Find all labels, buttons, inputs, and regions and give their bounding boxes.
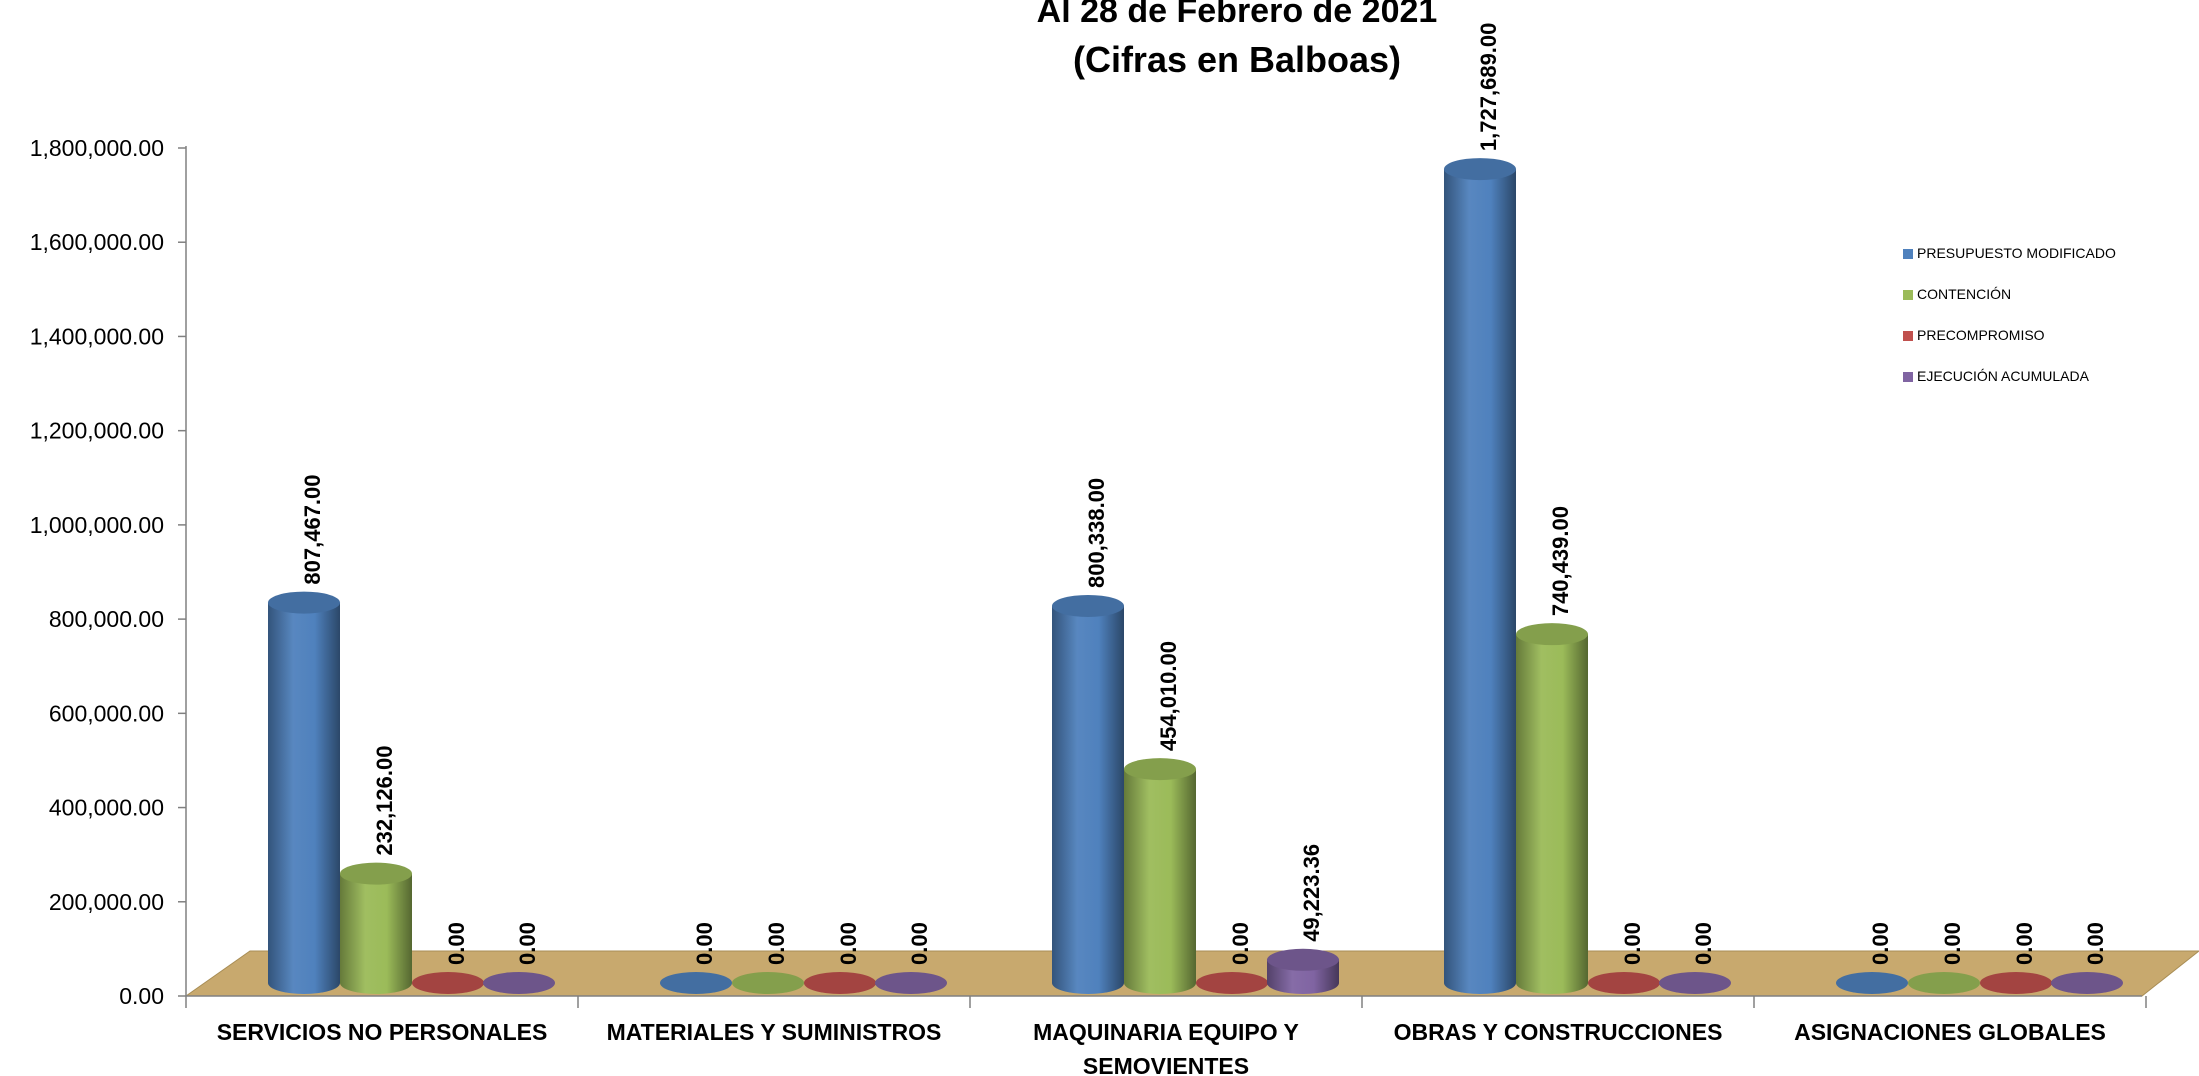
bar-cap: [2051, 972, 2123, 994]
y-tick-label: 0.00: [119, 983, 164, 1009]
bar-body: [1052, 605, 1124, 994]
legend-label: PRECOMPROMISO: [1917, 327, 2045, 343]
legend-swatch: [1903, 290, 1913, 300]
bar-2-2: [1196, 972, 1268, 994]
x-category-label: MATERIALES Y SUMINISTROS: [607, 1019, 942, 1045]
data-label: 0.00: [1228, 922, 1253, 965]
bar-cap: [1196, 972, 1268, 994]
data-label: 232,126.00: [372, 746, 397, 856]
bar-cap: [660, 972, 732, 994]
bar-0-1: [660, 972, 732, 994]
bar-body: [1124, 769, 1196, 994]
data-label: 0.00: [1620, 922, 1645, 965]
data-label: 1,727,689.00: [1476, 23, 1501, 151]
bar-series: [268, 158, 2123, 994]
data-label: 0.00: [836, 922, 861, 965]
data-label: 0.00: [444, 922, 469, 965]
bar-cap: [1516, 623, 1588, 646]
y-tick-label: 1,600,000.00: [30, 229, 164, 255]
bar-body: [268, 602, 340, 994]
y-tick-label: 600,000.00: [49, 700, 164, 726]
y-tick-label: 1,200,000.00: [30, 418, 164, 444]
bar-0-3: [1444, 158, 1516, 994]
data-label: 49,223.36: [1299, 844, 1324, 942]
y-tick-label: 400,000.00: [49, 795, 164, 821]
legend-swatch: [1903, 331, 1913, 341]
bar-3-3: [1659, 972, 1731, 994]
bar-cap: [1908, 972, 1980, 994]
y-tick-label: 1,800,000.00: [30, 135, 164, 161]
bar-2-0: [412, 972, 484, 994]
data-label: 0.00: [2012, 922, 2037, 965]
bar-1-1: [732, 972, 804, 994]
legend-swatch: [1903, 372, 1913, 382]
bar-cap: [1052, 594, 1124, 617]
bar-cap: [1444, 158, 1516, 181]
bar-2-3: [1588, 972, 1660, 994]
legend-swatch: [1903, 249, 1913, 259]
data-label: 0.00: [1691, 922, 1716, 965]
bar-3-0: [483, 972, 555, 994]
bar-cap: [483, 972, 555, 994]
chart-title-line-2: (Cifras en Balboas): [1073, 39, 1401, 80]
bar-cap: [1980, 972, 2052, 994]
bar-0-2: [1052, 594, 1124, 994]
y-tick-label: 1,000,000.00: [30, 512, 164, 538]
x-category-label: SERVICIOS NO PERSONALES: [217, 1019, 548, 1045]
y-tick-label: 1,400,000.00: [30, 323, 164, 349]
y-tick-label: 800,000.00: [49, 606, 164, 632]
legend-label: PRESUPUESTO MODIFICADO: [1917, 245, 2116, 261]
bar-cap: [875, 972, 947, 994]
bar-cap: [732, 972, 804, 994]
data-label: 0.00: [2083, 922, 2108, 965]
bar-cap: [412, 972, 484, 994]
bar-cap: [1124, 758, 1196, 781]
legend-label: CONTENCIÓN: [1917, 286, 2011, 302]
x-axis-categories: SERVICIOS NO PERSONALES MATERIALES Y SUMI…: [217, 1019, 2106, 1076]
data-label: 0.00: [1868, 922, 1893, 965]
x-category-label: OBRAS Y CONSTRUCCIONES: [1394, 1019, 1723, 1045]
x-category-label: MAQUINARIA EQUIPO Y: [1033, 1019, 1299, 1045]
data-label: 0.00: [1940, 922, 1965, 965]
bar-0-0: [268, 591, 340, 994]
bar-2-4: [1980, 972, 2052, 994]
chart-title-line-1: Al 28 de Febrero de 2021: [1037, 0, 1438, 30]
bar-2-1: [804, 972, 876, 994]
y-axis: 0.00 200,000.00 400,000.00 600,000.00 800,00…: [30, 135, 2147, 1009]
bar-3-2: [1267, 948, 1339, 994]
data-label: 0.00: [764, 922, 789, 965]
bar-cap: [268, 591, 340, 614]
bar-cap: [804, 972, 876, 994]
data-label: 807,467.00: [300, 474, 325, 584]
data-labels: 807,467.00 232,126.00 0.00 0.00 0.00 0.00 0.00…: [300, 23, 2108, 965]
bar-cap: [1836, 972, 1908, 994]
bar-1-3: [1516, 623, 1588, 994]
bar-1-2: [1124, 758, 1196, 994]
bar-body: [1444, 169, 1516, 994]
bar-0-4: [1836, 972, 1908, 994]
legend-label: EJECUCIÓN ACUMULADA: [1917, 368, 2090, 384]
bar-body: [340, 873, 412, 994]
legend: PRESUPUESTO MODIFICADO CONTENCIÓN PRECOMPR…: [1903, 245, 2116, 384]
bar-cap: [1659, 972, 1731, 994]
data-label: 0.00: [692, 922, 717, 965]
bar-1-4: [1908, 972, 1980, 994]
data-label: 0.00: [515, 922, 540, 965]
x-category-label: ASIGNACIONES GLOBALES: [1794, 1019, 2106, 1045]
bar-cap: [1267, 948, 1339, 971]
data-label: 740,439.00: [1548, 506, 1573, 616]
bar-cap: [1588, 972, 1660, 994]
data-label: 454,010.00: [1156, 641, 1181, 751]
bar-cap: [340, 862, 412, 885]
data-label: 0.00: [907, 922, 932, 965]
data-label: 800,338.00: [1084, 478, 1109, 588]
bar-1-0: [340, 862, 412, 994]
bar-3-1: [875, 972, 947, 994]
x-category-label: SEMOVIENTES: [1083, 1053, 1249, 1076]
y-tick-label: 200,000.00: [49, 889, 164, 915]
bar-body: [1516, 634, 1588, 994]
bar-3-4: [2051, 972, 2123, 994]
